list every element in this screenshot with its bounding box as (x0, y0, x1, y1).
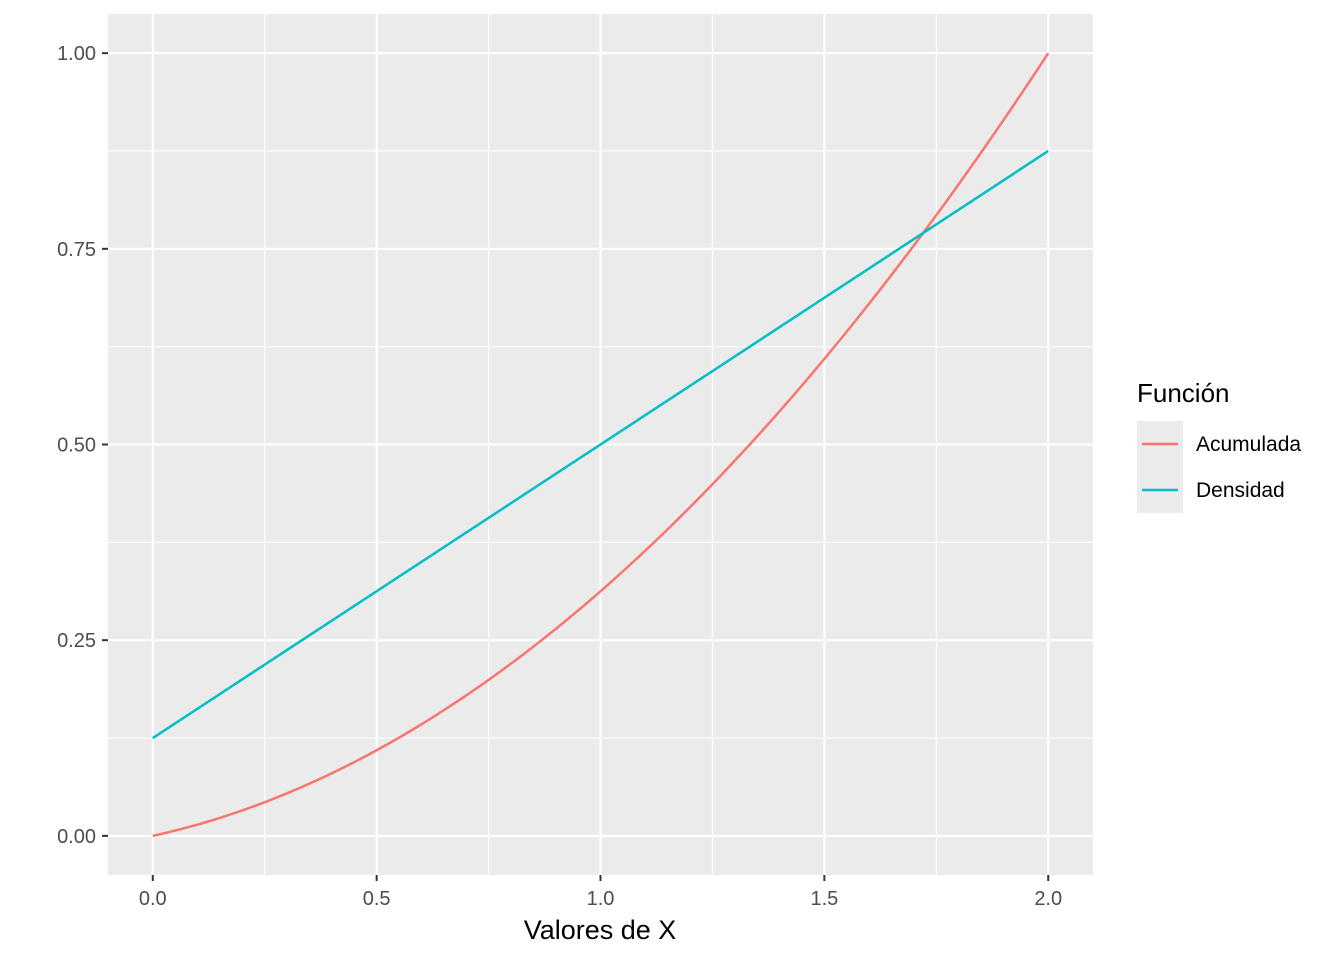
x-tick-label: 1.5 (810, 888, 838, 910)
x-axis-title: Valores de X (524, 915, 677, 945)
legend-label: Acumulada (1196, 433, 1301, 456)
x-tick-label: 0.0 (139, 888, 167, 910)
x-axis: 0.0 0.5 1.0 1.5 2.0 (139, 875, 1062, 910)
y-tick-label: 1.00 (57, 43, 96, 65)
series-layer (152, 52, 1050, 838)
legend-items: Acumulada Densidad (1137, 421, 1301, 513)
series-line-acumulada (152, 52, 1050, 838)
x-tick-label: 1.0 (587, 888, 615, 910)
y-tick-label: 0.25 (57, 630, 96, 652)
legend: Función Acumulada Densidad (1137, 378, 1301, 513)
x-tick-label: 0.5 (363, 888, 391, 910)
series-line-densidad (152, 149, 1049, 740)
legend-title: Función (1137, 378, 1230, 408)
y-tick-label: 0.50 (57, 435, 96, 457)
x-tick-label: 2.0 (1034, 888, 1062, 910)
y-tick-label: 0.75 (57, 239, 96, 261)
y-axis: 0.00 0.25 0.50 0.75 1.00 (57, 43, 108, 848)
y-tick-label: 0.00 (57, 826, 96, 848)
legend-label: Densidad (1196, 479, 1285, 502)
